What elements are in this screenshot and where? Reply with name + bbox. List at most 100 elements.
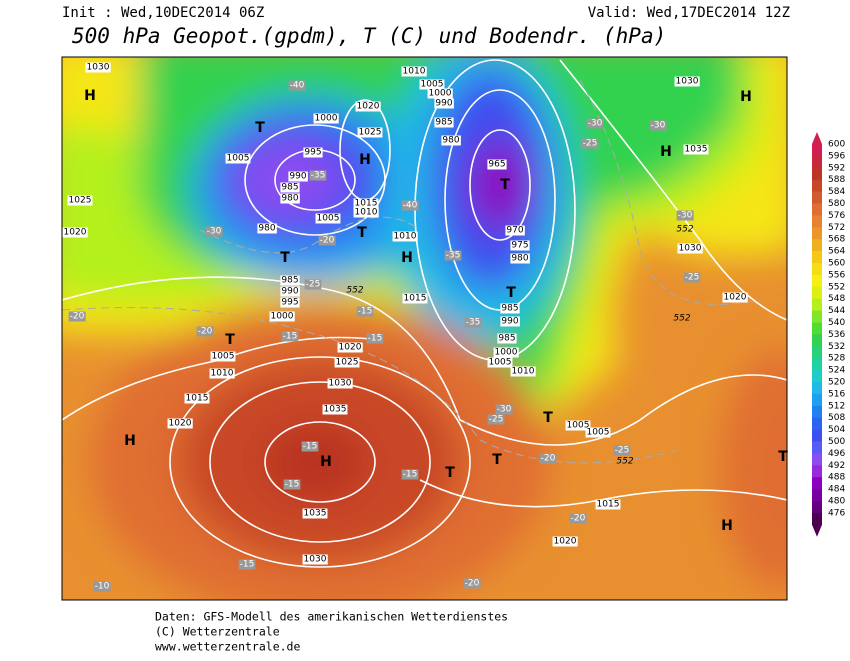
colorbar-swatch (812, 441, 822, 454)
pressure-center: T (506, 285, 516, 301)
isobar-label-box (353, 207, 379, 218)
colorbar-label: 508 (828, 413, 845, 423)
isotherm-label-box (301, 441, 319, 452)
isotherm-label-box (586, 118, 604, 129)
isobar-label-box (355, 101, 381, 112)
isotherm-label: -25 (489, 415, 504, 425)
colorbar-label: 504 (828, 425, 845, 435)
colorbar-label: 500 (828, 437, 845, 447)
colorbar-label: 540 (828, 318, 845, 328)
footer-copyright: (C) Wetterzentrale (155, 625, 280, 639)
isotherm-label-box (288, 80, 306, 91)
footer-source: Daten: GFS-Modell des amerikanischen Wet… (155, 610, 508, 624)
isobar-label: 1005 (227, 154, 250, 164)
geopotential-label: 552 (676, 225, 693, 235)
colorbar-label: 548 (828, 294, 845, 304)
isotherm-label-box (463, 578, 481, 589)
isobar-label-box (677, 243, 703, 254)
colorbar-label: 592 (828, 163, 845, 173)
isobar-label-box (595, 499, 621, 510)
colorbar-swatch (812, 393, 822, 407)
isobar-label: 1000 (315, 114, 338, 124)
colorbar-label: 516 (828, 389, 845, 399)
isobar-label: 1005 (489, 358, 512, 368)
colorbar-swatch (812, 274, 822, 288)
isobar-label-box (497, 333, 517, 344)
colorbar-swatch (812, 167, 822, 180)
colorbar-swatch (812, 512, 822, 526)
colorbar-label: 524 (828, 366, 845, 376)
isobar-label-box (62, 227, 88, 238)
colorbar-label: 572 (828, 223, 845, 233)
isotherm-label-box (304, 279, 322, 290)
isobar-label-box (322, 404, 348, 415)
colorbar-label: 564 (828, 247, 845, 257)
isobar-label-box (303, 147, 323, 158)
isobar-label-box (280, 297, 300, 308)
isobar-label: 1020 (339, 343, 362, 353)
isobar-label-box (441, 135, 461, 146)
isotherm-label-box (613, 445, 631, 456)
isobar-label: 985 (435, 118, 452, 128)
colorbar-label: 484 (828, 485, 845, 495)
init-time: Init : Wed,10DEC2014 06Z (62, 5, 264, 21)
isotherm-label: -25 (685, 273, 700, 283)
isobar-label: 1015 (355, 199, 378, 209)
pressure-center: H (660, 144, 672, 160)
isotherm-label-box (283, 479, 301, 490)
isotherm-label: -35 (311, 171, 326, 181)
colorbar-label: 544 (828, 306, 845, 316)
isotherm-label: -20 (571, 514, 586, 524)
colorbar-swatch (812, 155, 822, 169)
colorbar-swatch (812, 489, 822, 502)
colorbar-swatch (812, 179, 822, 192)
isotherm-label-box (68, 311, 86, 322)
pressure-center: H (721, 518, 733, 534)
isobar-label-box (280, 275, 300, 286)
colorbar-arrow-top (812, 132, 822, 144)
isobar-label: 980 (511, 254, 528, 264)
pressure-center: H (359, 152, 371, 168)
colorbar-swatch (812, 191, 822, 204)
pressure-center: T (492, 452, 502, 468)
isobar-label: 1000 (495, 348, 518, 358)
isotherm-label: -10 (95, 582, 110, 592)
isobar-label-box (722, 292, 748, 303)
colorbar-label: 580 (828, 199, 845, 209)
isotherm-label: -15 (358, 307, 373, 317)
colorbar-swatch (812, 429, 822, 442)
pressure-center: H (401, 250, 413, 266)
isobar-label: 1030 (329, 379, 352, 389)
colorbar-label: 532 (828, 342, 845, 352)
isobar-label-box (487, 159, 507, 170)
isobar-label-box (552, 536, 578, 547)
isobar-label-box (210, 351, 236, 362)
geopotential-label: 552 (346, 286, 363, 296)
isotherm-label: -30 (651, 121, 666, 131)
pressure-center: T (357, 225, 367, 241)
isobar-label: 990 (289, 172, 306, 182)
isobar-label-box (280, 286, 300, 297)
colorbar-swatch (812, 358, 822, 371)
isobar-label: 975 (511, 241, 528, 251)
geopotential-label: 552 (616, 457, 633, 467)
isotherm-label-box (495, 404, 513, 415)
isobar-label-box (674, 76, 700, 87)
isotherm-label-box (444, 250, 462, 261)
isobar-label: 1020 (357, 102, 380, 112)
isotherm-label-box (569, 513, 587, 524)
isobar-label-box (683, 144, 709, 155)
isobar-label-box (493, 347, 519, 358)
colorbar-label: 476 (828, 508, 845, 518)
isobar-label-box (313, 113, 339, 124)
isotherm-label-box (318, 235, 336, 246)
colorbar-swatch (812, 334, 822, 347)
colorbar-swatch (812, 286, 822, 299)
isotherm-label: -20 (465, 579, 480, 589)
colorbar-swatch (812, 405, 822, 418)
colorbar-label: 528 (828, 354, 845, 364)
isobar-label: 1005 (317, 214, 340, 224)
isobar-label-box (500, 303, 520, 314)
footer-url: www.wetterzentrale.de (155, 640, 300, 654)
isobar-label: 1010 (512, 367, 535, 377)
